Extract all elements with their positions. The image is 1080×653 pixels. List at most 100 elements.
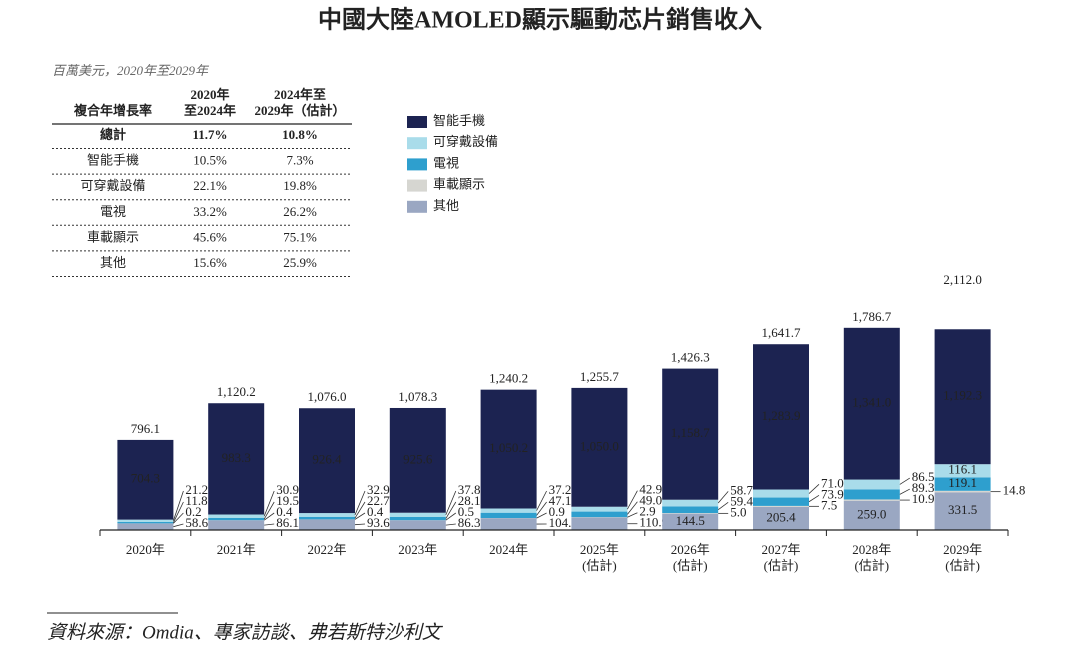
value-label: 0.4 xyxy=(367,504,384,519)
x-tick-label: 2026年(估計) xyxy=(671,542,710,573)
leader-line xyxy=(354,512,366,520)
bar-segment xyxy=(389,407,446,513)
bar-segment xyxy=(480,518,537,530)
leader-line xyxy=(263,501,275,520)
bar-segment xyxy=(208,514,265,519)
bar-segment xyxy=(389,520,446,530)
value-label: 71.0 xyxy=(821,475,844,490)
table-cell: 10.8% xyxy=(282,127,318,142)
leader-line xyxy=(627,512,638,518)
leader-line xyxy=(536,512,547,519)
value-label: 983.3 xyxy=(222,450,251,465)
bar-segment xyxy=(389,512,446,517)
bar-segment xyxy=(299,513,355,517)
table-cell: 總計 xyxy=(100,127,126,142)
bar-segment xyxy=(389,516,446,521)
bar-segment xyxy=(934,329,991,465)
x-tick-label: 2023年 xyxy=(398,542,437,557)
leader-line xyxy=(536,490,547,511)
legend-swatch xyxy=(407,137,427,150)
value-label: 10.9 xyxy=(912,491,935,506)
value-label: 14.8 xyxy=(1003,483,1026,498)
total-label: 1,786.7 xyxy=(852,309,892,324)
x-tick-label: 2028年(估計) xyxy=(852,542,891,573)
value-label: 59.4 xyxy=(730,493,753,508)
value-label: 205.4 xyxy=(766,509,796,524)
value-label: 21.2 xyxy=(185,482,208,497)
value-label: 104.8 xyxy=(549,515,578,530)
value-label: 86.5 xyxy=(912,469,935,484)
value-label: 5.0 xyxy=(730,504,746,519)
total-label: 1,641.7 xyxy=(762,325,802,340)
value-label: 32.9 xyxy=(367,482,390,497)
bar-segment xyxy=(662,506,719,514)
leader-line xyxy=(717,502,729,511)
x-tick-label: 2029年(估計) xyxy=(943,542,982,573)
bar-segment xyxy=(843,479,900,490)
bar-segment xyxy=(662,513,719,530)
value-label: 110.9 xyxy=(639,515,668,530)
x-tick-label: 2020年 xyxy=(126,542,165,557)
table-cell: 33.2% xyxy=(193,204,227,219)
value-label: 28.1 xyxy=(458,493,481,508)
x-tick-label: 2025年(估計) xyxy=(580,542,619,573)
table-header: 2020年至2024年 xyxy=(184,87,236,118)
leader-line xyxy=(808,484,820,494)
value-label: 1,192.3 xyxy=(943,388,982,403)
value-label: 37.8 xyxy=(458,482,481,497)
table-cell: 7.3% xyxy=(286,153,313,168)
table-cell: 10.5% xyxy=(193,153,227,168)
leader-line xyxy=(899,477,911,485)
value-label: 58.6 xyxy=(185,515,208,530)
bar-segment xyxy=(299,519,355,530)
bar-segment xyxy=(753,489,809,498)
value-label: 0.5 xyxy=(458,504,474,519)
leader-line xyxy=(354,523,366,526)
x-tick-label: 2024年 xyxy=(489,542,528,557)
x-tick-label: 2021年 xyxy=(217,542,256,557)
leader-line xyxy=(536,501,547,516)
value-label: 259.0 xyxy=(857,506,886,521)
value-label: 30.9 xyxy=(276,482,299,497)
bar-segment xyxy=(843,499,900,501)
leader-line xyxy=(445,523,456,526)
table-cell: 智能手機 xyxy=(87,153,139,168)
value-label: 331.5 xyxy=(948,502,977,517)
leader-line xyxy=(445,490,457,516)
bar-segment xyxy=(843,500,900,530)
bar-segment xyxy=(208,403,265,515)
leader-line xyxy=(627,490,638,510)
bar-segment xyxy=(117,523,174,530)
bar-segment xyxy=(934,492,991,530)
total-label: 1,255.7 xyxy=(580,369,620,384)
value-label: 119.1 xyxy=(948,475,977,490)
value-label: 1,050.0 xyxy=(580,438,619,453)
bar-segment xyxy=(934,490,991,493)
bar-segment xyxy=(662,368,719,500)
legend-swatch xyxy=(407,200,427,213)
leader-line xyxy=(263,490,275,517)
bar-segment xyxy=(753,506,809,530)
value-label: 89.3 xyxy=(912,480,935,495)
value-label: 93.6 xyxy=(367,515,390,530)
total-label: 2,112.0 xyxy=(943,272,982,287)
legend-swatch xyxy=(407,116,427,128)
total-label: 1,078.3 xyxy=(398,389,437,404)
bar-segment xyxy=(753,497,809,506)
table-cell: 26.2% xyxy=(283,204,317,219)
table-cell: 電視 xyxy=(100,204,126,219)
total-label: 796.1 xyxy=(131,421,160,436)
value-label: 0.9 xyxy=(549,504,565,519)
leader-line xyxy=(627,501,638,515)
leader-line xyxy=(173,490,184,521)
leader-line xyxy=(445,512,457,521)
total-label: 1,076.0 xyxy=(308,389,347,404)
table-cell: 75.1% xyxy=(283,229,317,244)
bar-segment xyxy=(117,519,174,523)
leader-line xyxy=(808,494,820,503)
value-label: 144.5 xyxy=(676,513,705,528)
bar-segment xyxy=(571,517,628,530)
total-label: 1,240.2 xyxy=(489,371,528,386)
value-label: 0.2 xyxy=(185,504,201,519)
bar-segment xyxy=(480,389,537,509)
